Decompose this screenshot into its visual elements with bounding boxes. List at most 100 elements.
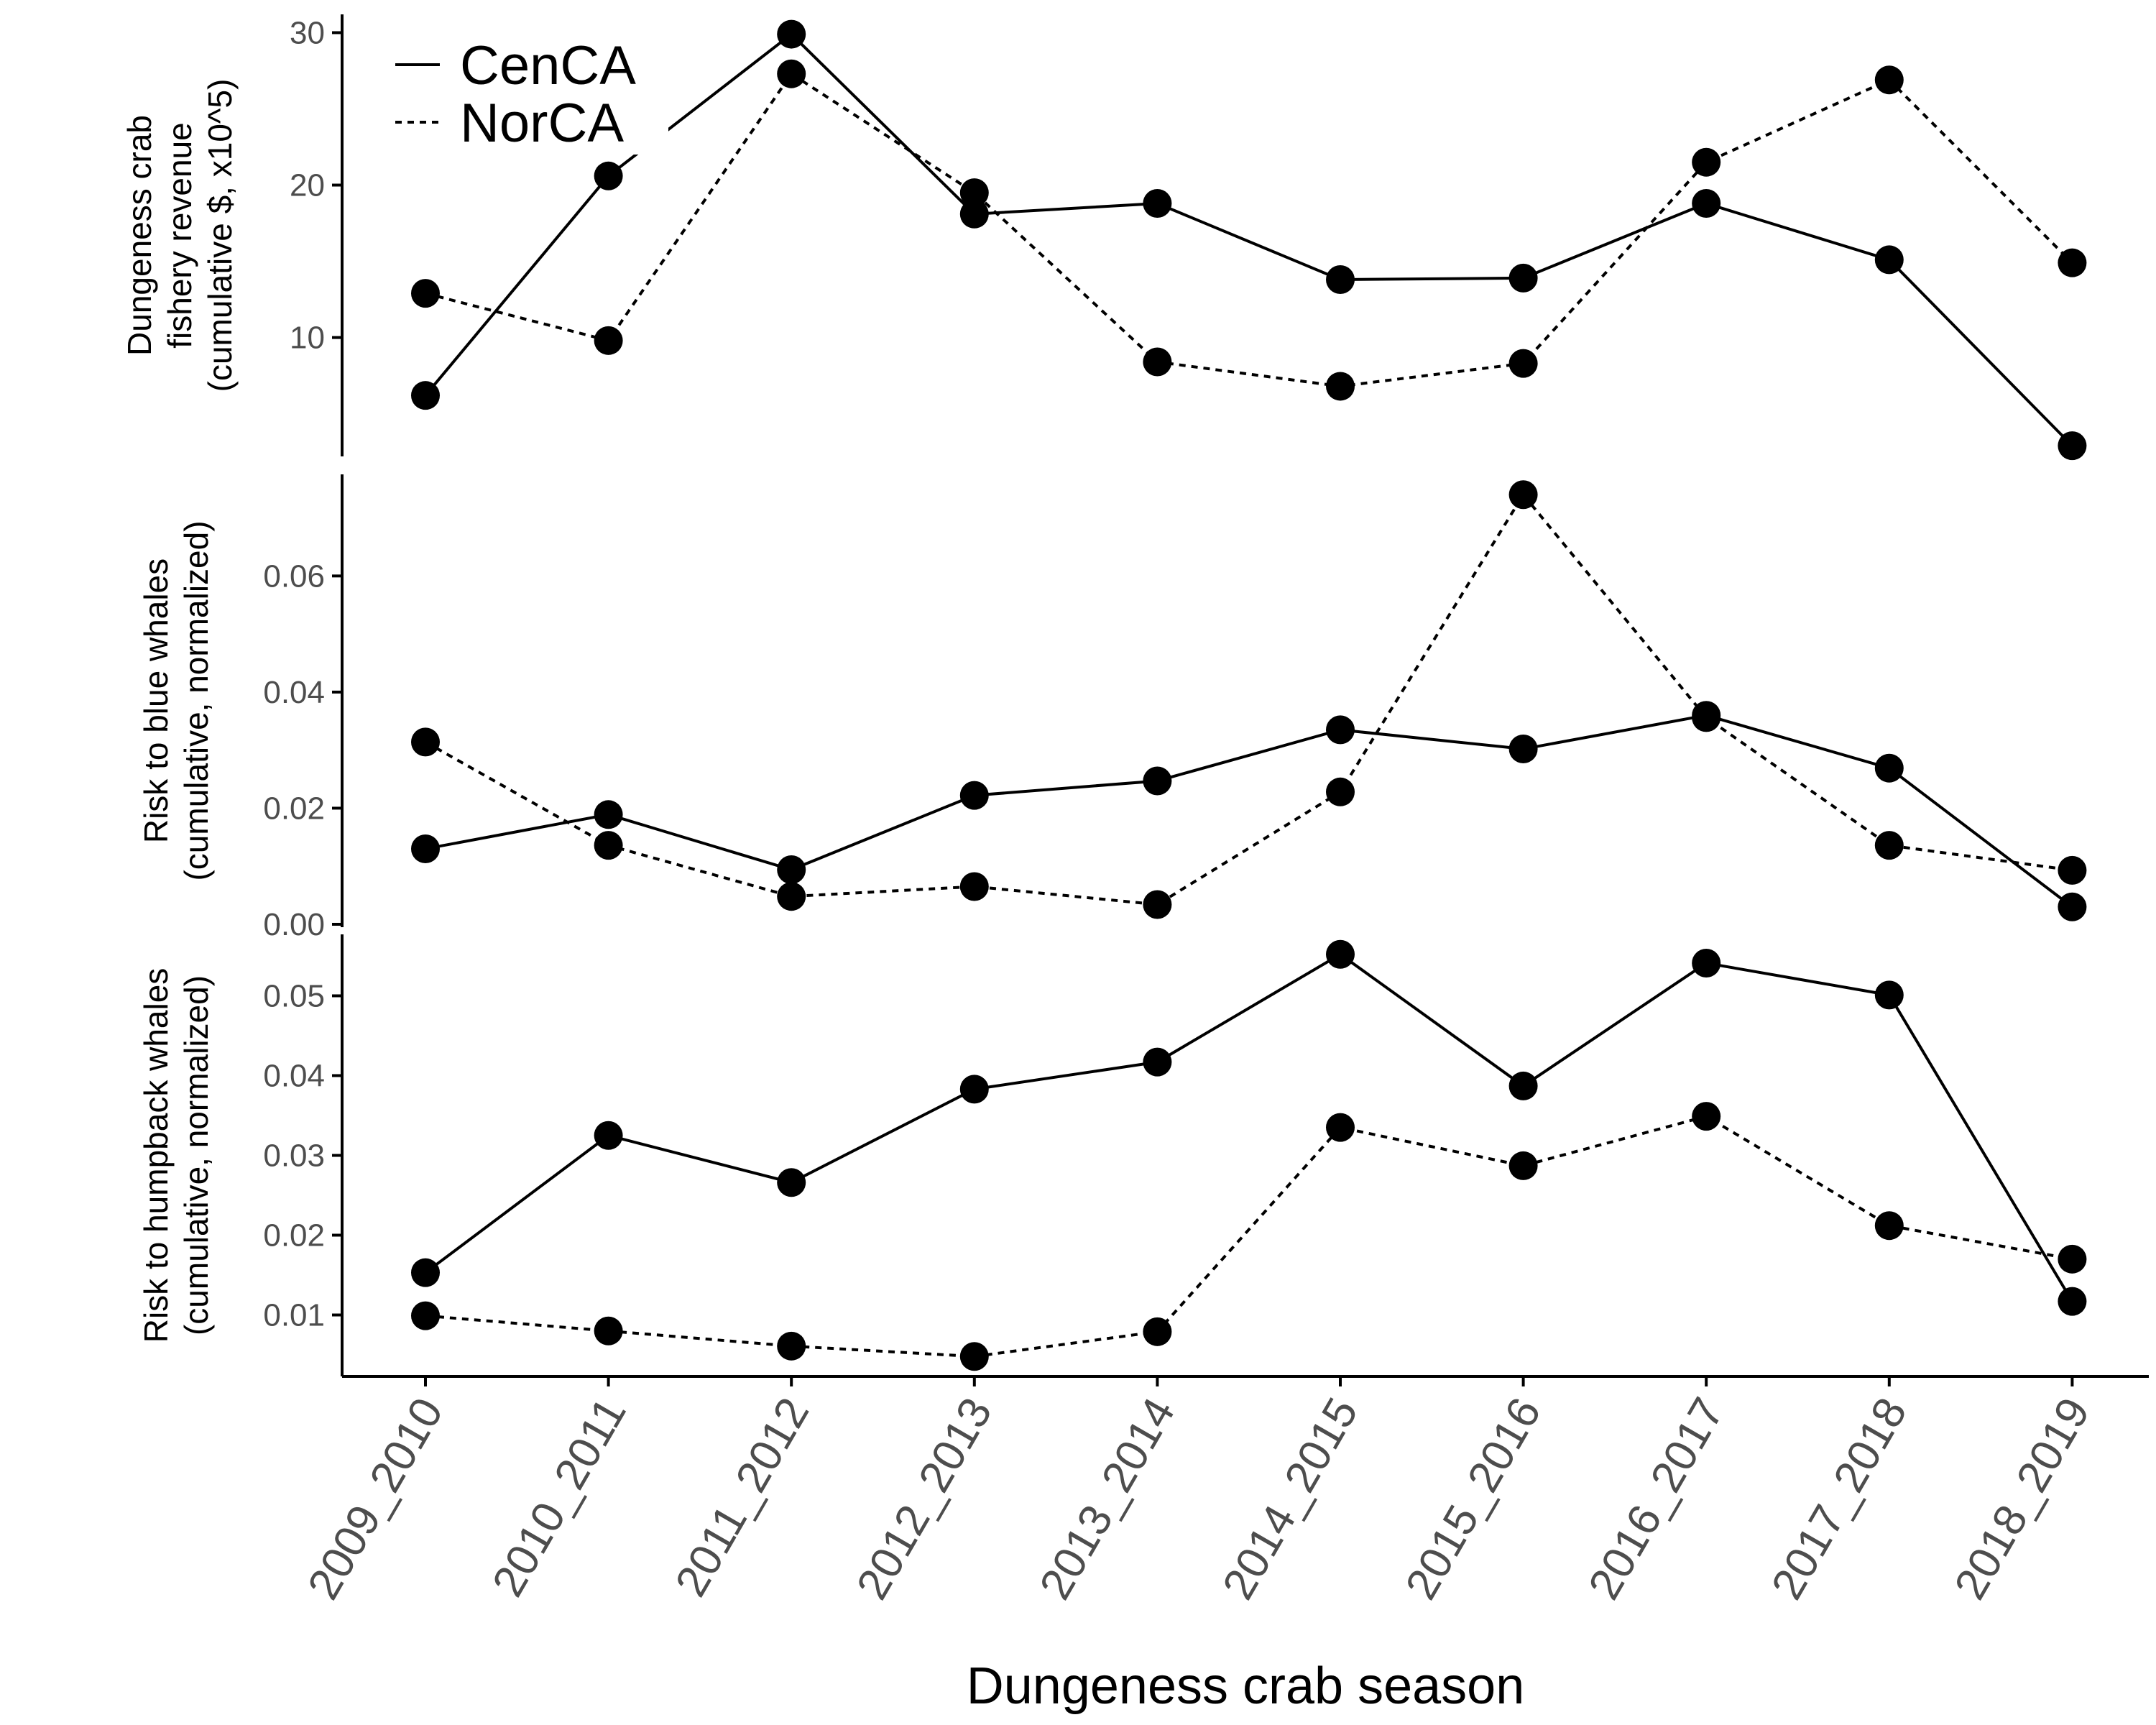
series-line-cenca [424, 952, 2074, 1302]
data-point-norca [1874, 65, 1904, 95]
data-point-norca [1692, 703, 1721, 732]
series-line-norca [425, 1114, 2073, 1358]
data-point-norca [777, 59, 806, 88]
data-point-cenca [2058, 892, 2087, 921]
x-tick-label: 2013_2014 [1031, 1390, 1185, 1608]
y-tick-label: 0.02 [263, 1218, 325, 1254]
y-axis-title: Dungeness crabfishery revenue(cumulative… [121, 79, 239, 392]
y-tick-label: 0.04 [263, 1058, 325, 1093]
panel-1: 10 20 30 Dungeness crabfishery revenue(cumu… [121, 14, 2087, 461]
x-tick-label: 2016_2017 [1579, 1390, 1733, 1608]
panel-3: 0.01 0.02 0.03 0.04 0.05 Risk to humpback wha… [137, 934, 2087, 1376]
data-point-cenca [959, 1075, 989, 1104]
x-tick-label: 2009_2010 [298, 1390, 453, 1608]
x-tick-label: 2012_2013 [847, 1390, 1002, 1608]
data-point-cenca [2058, 1287, 2087, 1316]
data-point-cenca [1143, 188, 1172, 218]
x-tick-label: 2017_2018 [1762, 1390, 1917, 1608]
data-point-cenca [594, 1121, 623, 1150]
chart-panels: 10 20 30 Dungeness crabfishery revenue(cumu… [121, 14, 2087, 1376]
y-tick-label: 0.01 [263, 1298, 325, 1333]
y-tick-label: 10 [290, 321, 325, 356]
data-point-norca [1692, 147, 1721, 177]
data-point-norca [1692, 1102, 1721, 1131]
data-point-cenca [411, 834, 440, 863]
data-point-cenca [777, 19, 806, 49]
legend-label-cenca: CenCA [460, 35, 636, 96]
data-point-cenca [777, 1168, 806, 1197]
x-axis: 2009_2010 2010_2011 2011_2012 2012_2013 2013… [298, 1375, 2149, 1608]
data-point-cenca [1874, 980, 1904, 1010]
data-point-norca [2058, 1244, 2087, 1274]
data-point-norca [1508, 1151, 1538, 1180]
data-point-cenca [1326, 265, 1355, 294]
data-point-cenca [411, 381, 440, 410]
data-point-norca [1508, 349, 1538, 378]
data-point-cenca [594, 161, 623, 190]
legend-label-norca: NorCA [460, 93, 624, 154]
x-axis-title: Dungeness crab season [967, 1657, 1525, 1715]
data-point-norca [1508, 480, 1538, 510]
series-line-norca [425, 492, 2073, 906]
data-point-cenca [594, 800, 623, 829]
series-line-norca [425, 71, 2073, 388]
panel-2: 0.00 0.02 0.04 0.06 Risk to blue whales(cumu… [137, 474, 2087, 942]
data-point-norca [1326, 1113, 1355, 1142]
data-point-norca [1874, 831, 1904, 860]
y-tick-label: 0.04 [263, 675, 325, 710]
x-tick-label: 2015_2016 [1396, 1390, 1551, 1608]
data-point-cenca [1692, 188, 1721, 218]
data-point-cenca [2058, 431, 2087, 461]
data-point-norca [959, 872, 989, 901]
y-tick-label: 0.05 [263, 978, 325, 1013]
data-point-norca [1143, 347, 1172, 377]
x-tick-label: 2018_2019 [1945, 1390, 2100, 1608]
data-point-cenca [1326, 715, 1355, 745]
data-point-cenca [1508, 1071, 1538, 1100]
y-axis-title: Risk to humpback whales(cumulative, norm… [137, 968, 215, 1343]
data-point-cenca [1874, 245, 1904, 275]
x-ticks: 2009_2010 2010_2011 2011_2012 2012_2013 2013… [298, 1376, 2100, 1608]
data-point-norca [1326, 777, 1355, 806]
data-point-norca [2058, 248, 2087, 277]
data-point-cenca [1143, 766, 1172, 796]
y-tick-label: 0.00 [263, 907, 325, 942]
y-tick-label: 30 [290, 15, 325, 50]
legend-background [381, 22, 668, 155]
y-tick-label: 0.06 [263, 558, 325, 594]
data-point-norca [2058, 855, 2087, 885]
data-point-norca [411, 727, 440, 757]
data-point-norca [1143, 1317, 1172, 1346]
data-point-cenca [1508, 735, 1538, 764]
data-point-norca [411, 279, 440, 308]
data-point-norca [594, 326, 623, 355]
data-point-cenca [1508, 263, 1538, 293]
data-point-norca [411, 1301, 440, 1330]
data-point-norca [594, 831, 623, 860]
data-point-cenca [777, 855, 806, 885]
y-tick-label: 20 [290, 168, 325, 203]
y-tick-label: 0.02 [263, 791, 325, 826]
data-point-cenca [959, 781, 989, 810]
y-tick-label: 0.03 [263, 1138, 325, 1174]
data-point-norca [1874, 1211, 1904, 1241]
y-axis-title: Risk to blue whales(cumulative, normaliz… [137, 520, 215, 880]
data-point-cenca [411, 1258, 440, 1287]
data-point-norca [777, 1331, 806, 1361]
data-point-cenca [959, 199, 989, 229]
data-point-cenca [1874, 753, 1904, 783]
data-point-norca [959, 1342, 989, 1371]
data-point-cenca [1143, 1047, 1172, 1077]
series-line-cenca [424, 32, 2073, 447]
data-point-cenca [1326, 939, 1355, 969]
data-point-norca [1326, 372, 1355, 401]
data-point-norca [959, 178, 989, 208]
data-point-norca [594, 1316, 623, 1346]
data-point-norca [1143, 890, 1172, 919]
series-line-cenca [425, 714, 2073, 908]
x-tick-label: 2014_2015 [1213, 1390, 1368, 1608]
data-point-norca [777, 882, 806, 911]
data-point-cenca [1692, 948, 1721, 978]
